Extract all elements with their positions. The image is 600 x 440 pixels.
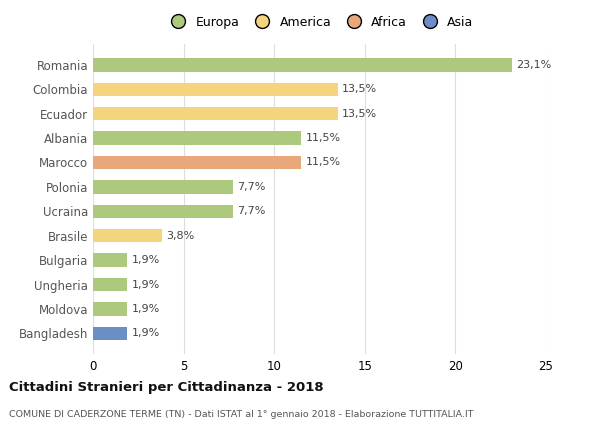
- Bar: [93, 302, 127, 315]
- Bar: [93, 253, 127, 267]
- Bar: [93, 205, 233, 218]
- Text: 7,7%: 7,7%: [237, 182, 265, 192]
- Text: 23,1%: 23,1%: [516, 60, 551, 70]
- Text: 3,8%: 3,8%: [166, 231, 194, 241]
- Text: 1,9%: 1,9%: [132, 255, 160, 265]
- Text: 1,9%: 1,9%: [132, 304, 160, 314]
- Text: 11,5%: 11,5%: [306, 133, 341, 143]
- Text: 13,5%: 13,5%: [342, 84, 377, 94]
- Legend: Europa, America, Africa, Asia: Europa, America, Africa, Asia: [163, 13, 476, 31]
- Bar: [93, 132, 301, 145]
- Text: 1,9%: 1,9%: [132, 328, 160, 338]
- Bar: [93, 229, 162, 242]
- Text: 1,9%: 1,9%: [132, 279, 160, 290]
- Bar: [93, 83, 338, 96]
- Text: Cittadini Stranieri per Cittadinanza - 2018: Cittadini Stranieri per Cittadinanza - 2…: [9, 381, 323, 394]
- Text: 11,5%: 11,5%: [306, 158, 341, 168]
- Bar: [93, 326, 127, 340]
- Text: 7,7%: 7,7%: [237, 206, 265, 216]
- Bar: [93, 107, 338, 121]
- Text: COMUNE DI CADERZONE TERME (TN) - Dati ISTAT al 1° gennaio 2018 - Elaborazione TU: COMUNE DI CADERZONE TERME (TN) - Dati IS…: [9, 410, 473, 419]
- Bar: [93, 180, 233, 194]
- Text: 13,5%: 13,5%: [342, 109, 377, 119]
- Bar: [93, 278, 127, 291]
- Bar: [93, 58, 512, 72]
- Bar: [93, 156, 301, 169]
